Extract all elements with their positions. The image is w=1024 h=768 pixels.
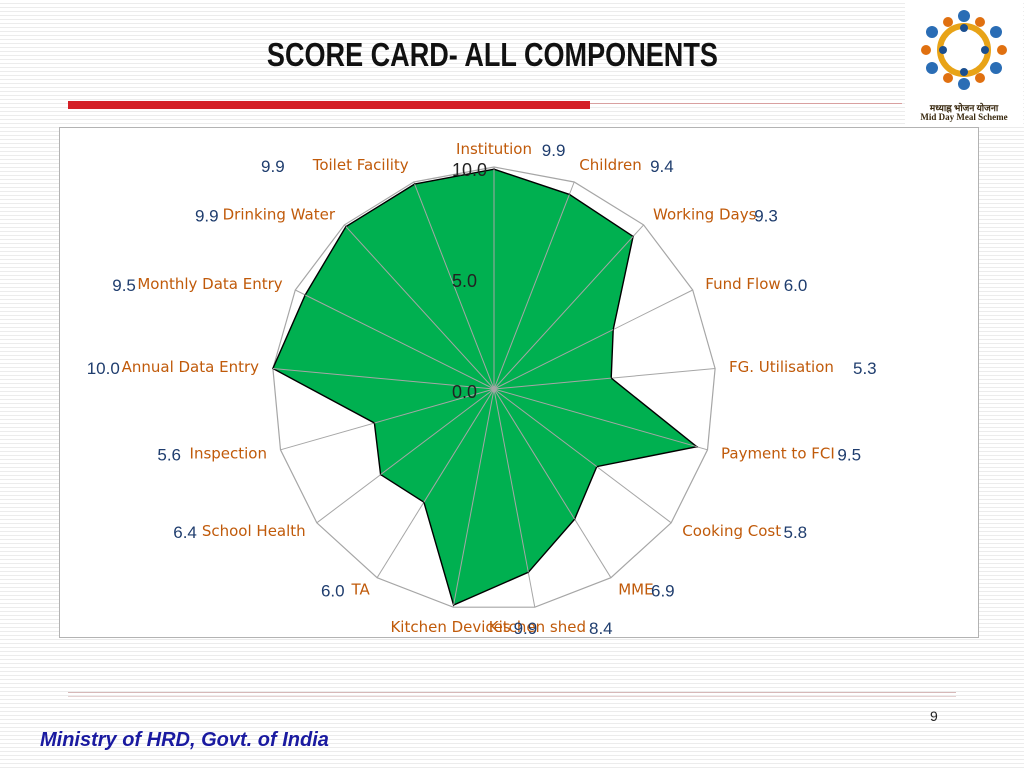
- mdm-logo: मध्याह्न भोजन योजना Mid Day Meal Scheme: [905, 2, 1023, 126]
- radar-value-label: 6.0: [784, 276, 808, 295]
- radar-value-label: 6.0: [321, 582, 345, 601]
- logo-icon: [921, 10, 1007, 90]
- radar-category-label: Kitchen Devices: [390, 618, 510, 636]
- radar-category-label: Payment to FCI: [721, 445, 835, 463]
- radar-value-label: 8.4: [589, 619, 613, 637]
- radar-value-label: 5.3: [853, 359, 877, 378]
- radar-category-label: Working Days: [653, 206, 757, 224]
- radar-inner-spoke: [453, 388, 495, 606]
- radar-value-label: 9.9: [542, 141, 566, 160]
- radar-value-label: 9.9: [261, 157, 285, 176]
- radar-inner-spoke: [423, 388, 495, 503]
- radar-category-label: Drinking Water: [223, 206, 336, 224]
- radar-value-label: 9.3: [754, 207, 778, 226]
- radar-tick-label: 5.0: [452, 271, 477, 291]
- radar-inner-spoke: [374, 388, 495, 424]
- radar-tick-label: 10.0: [452, 160, 487, 180]
- radar-category-label: Toilet Facility: [312, 156, 409, 174]
- radar-inner-spoke: [304, 294, 495, 390]
- radar-category-label: TA: [351, 581, 371, 599]
- radar-inner-spoke: [493, 388, 598, 467]
- radar-value-label: 9.9: [514, 619, 538, 637]
- radar-category-label: School Health: [202, 522, 306, 540]
- radar-value-label: 6.4: [173, 523, 197, 542]
- title-underline-thin: [590, 103, 902, 104]
- radar-series-area: [271, 168, 699, 606]
- radar-tick-label: 0.0: [452, 382, 477, 402]
- footer-divider-secondary: [68, 696, 956, 697]
- radar-inner-spoke: [493, 388, 697, 448]
- radar-inner-spoke: [493, 377, 612, 390]
- radar-chart-frame: 0.0 5.0 10.0 Institution 9.9 Children 9.4 Worki…: [59, 127, 979, 638]
- radar-category-label: Monthly Data Entry: [137, 275, 282, 293]
- radar-category-label: Institution: [456, 140, 532, 158]
- radar-value-label: 5.6: [157, 446, 181, 465]
- radar-inner-spoke: [493, 194, 570, 390]
- radar-inner-spoke: [414, 183, 495, 390]
- title-underline-bar: [68, 101, 590, 109]
- radar-inner-spoke: [345, 226, 495, 390]
- radar-value-label: 10.0: [87, 359, 120, 378]
- footer-organization: Ministry of HRD, Govt. of India: [40, 729, 329, 751]
- radar-category-label: MME: [618, 581, 653, 599]
- radar-category-label: FG. Utilisation: [729, 358, 834, 376]
- radar-value-label: 9.9: [195, 207, 219, 226]
- slide-title: SCORE CARD- ALL COMPONENTS: [266, 36, 718, 73]
- radar-inner-spoke: [380, 388, 495, 475]
- radar-value-label: 9.5: [837, 446, 861, 465]
- radar-grid-ring: [272, 166, 716, 608]
- radar-inner-spoke: [493, 388, 529, 573]
- radar-category-label: Inspection: [190, 445, 267, 463]
- footer-divider: [68, 692, 956, 693]
- radar-chart: 0.0 5.0 10.0 Institution 9.9 Children 9.4 Worki…: [87, 140, 877, 637]
- logo-text-english: Mid Day Meal Scheme: [920, 112, 1008, 122]
- radar-category-label: Annual Data Entry: [122, 358, 260, 376]
- radar-inner-spoke: [493, 329, 614, 390]
- radar-inner-spoke: [493, 236, 634, 390]
- radar-category-label: Children: [579, 156, 641, 174]
- radar-category-label: Cooking Cost: [682, 522, 781, 540]
- radar-value-label: 5.8: [784, 523, 808, 542]
- radar-value-label: 9.5: [112, 276, 136, 295]
- radar-value-label: 6.9: [651, 582, 675, 601]
- radar-value-label: 9.4: [650, 157, 674, 176]
- radar-category-label: Kitchen shed: [489, 618, 586, 636]
- radar-category-label: Fund Flow: [705, 275, 780, 293]
- radar-inner-spoke: [272, 368, 495, 390]
- radar-inner-spoke: [493, 388, 576, 520]
- logo-text-hindi: मध्याह्न भोजन योजना: [929, 103, 999, 113]
- page-number: 9: [930, 708, 938, 724]
